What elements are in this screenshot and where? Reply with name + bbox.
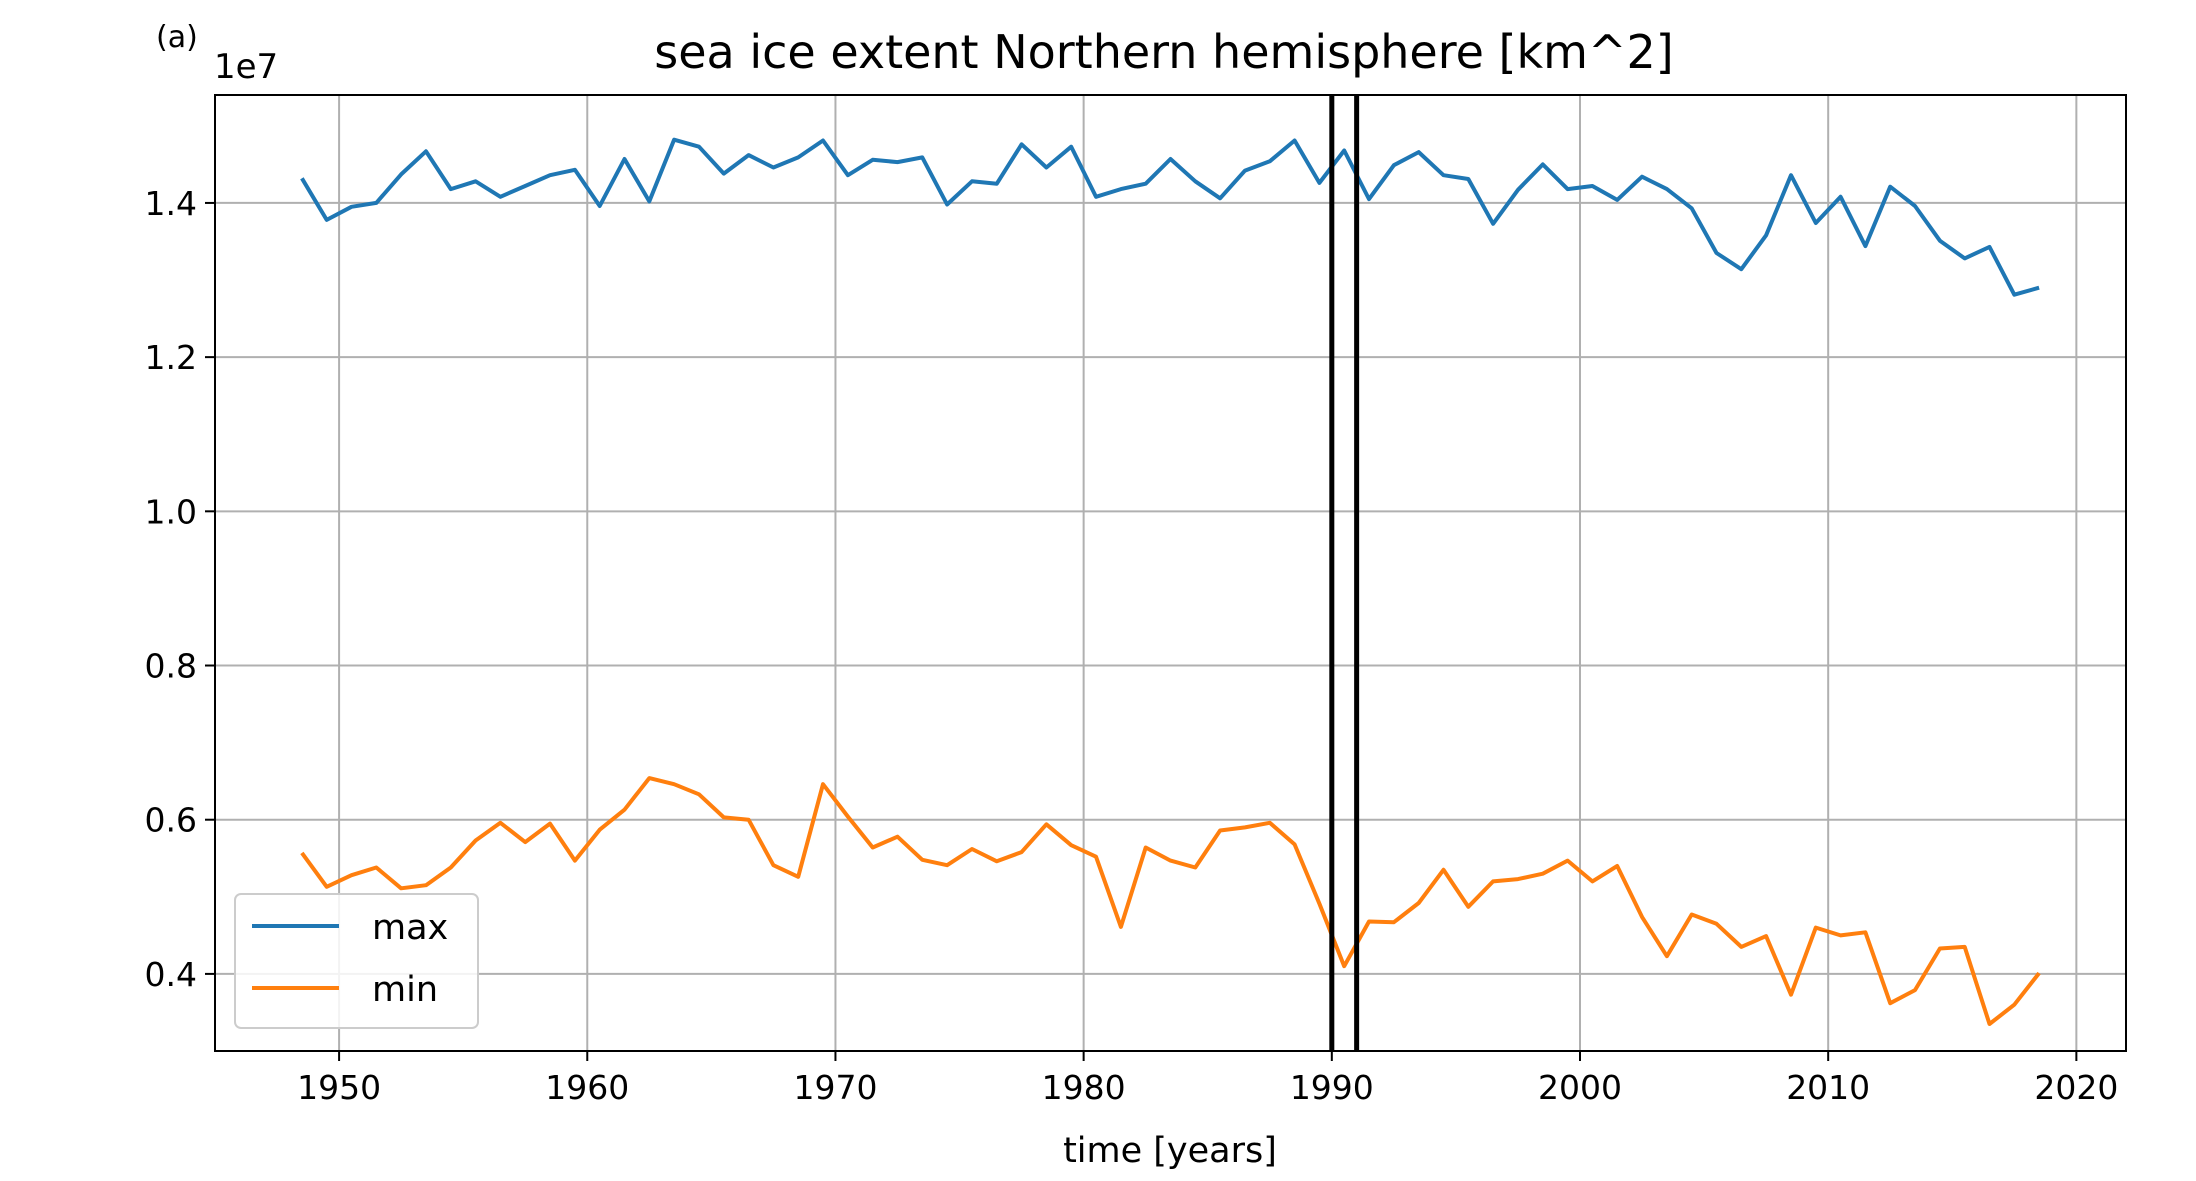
x-axis-ticks: 1950 1960 1970 1980 1990 2000 2010 2020 — [297, 1051, 2118, 1107]
legend: max min — [234, 893, 479, 1029]
series-line-min — [300, 776, 2041, 1026]
y-axis-ticks: 0.4 0.6 0.8 1.0 1.2 1.4 — [145, 184, 215, 994]
series-lines — [300, 137, 2041, 1026]
x-tick-label: 2020 — [2034, 1068, 2118, 1107]
series-line-max — [300, 137, 2040, 297]
y-tick-label: 0.6 — [145, 801, 197, 840]
y-tick-label: 1.4 — [145, 184, 197, 223]
x-tick-label: 1990 — [1290, 1068, 1374, 1107]
x-tick-label: 1960 — [545, 1068, 629, 1107]
y-tick-label: 0.8 — [145, 647, 197, 686]
y-tick-label: 1.2 — [145, 338, 197, 377]
y-axis-offset-label: 1e7 — [214, 47, 278, 87]
legend-label-min: min — [372, 970, 438, 1010]
grid-lines — [215, 95, 2126, 1051]
x-tick-label: 1980 — [1042, 1068, 1126, 1107]
x-tick-label: 1970 — [793, 1068, 877, 1107]
legend-label-max: max — [372, 908, 448, 948]
y-tick-label: 1.0 — [145, 492, 197, 531]
panel-label: (a) — [156, 20, 198, 55]
x-tick-label: 2010 — [1786, 1068, 1870, 1107]
chart-title: sea ice extent Northern hemisphere [km^2… — [654, 25, 1673, 79]
x-tick-label: 2000 — [1538, 1068, 1622, 1107]
plot-frame — [214, 94, 2127, 1052]
vertical-marker-lines — [1329, 95, 1360, 1051]
x-axis-label: time [years] — [1063, 1131, 1277, 1171]
x-tick-label: 1950 — [297, 1068, 381, 1107]
y-tick-label: 0.4 — [145, 955, 197, 994]
